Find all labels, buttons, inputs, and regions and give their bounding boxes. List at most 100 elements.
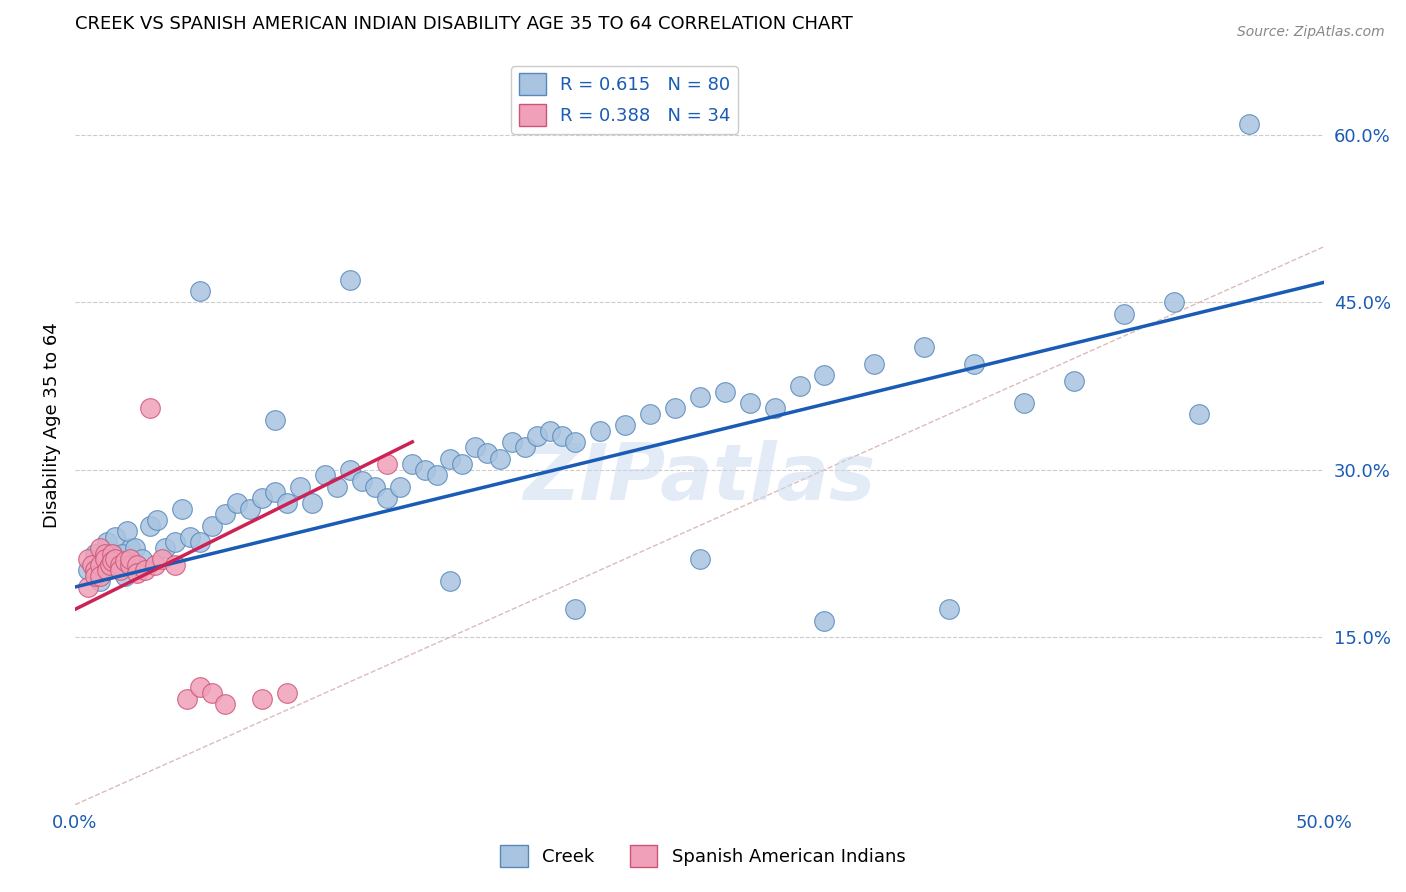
Point [276,496,298,510]
Point [364,479,387,493]
Point [375,457,398,471]
Point [239,502,262,516]
Point [513,441,536,455]
Point [413,463,436,477]
Text: Source: ZipAtlas.com: Source: ZipAtlas.com [1237,25,1385,39]
Point [538,424,561,438]
Point [813,614,835,628]
Point [179,530,201,544]
Point [139,401,162,416]
Point [104,530,127,544]
Point [401,457,423,471]
Point [963,357,986,371]
Point [789,379,811,393]
Point [84,547,107,561]
Point [101,547,124,561]
Point [226,496,249,510]
Point [339,273,361,287]
Point [263,412,285,426]
Point [214,697,236,711]
Point [439,451,461,466]
Point [82,558,104,572]
Point [127,558,149,572]
Point [114,569,136,583]
Point [84,563,107,577]
Point [188,681,211,695]
Point [938,602,960,616]
Point [89,569,111,583]
Point [76,563,98,577]
Point [613,418,636,433]
Point [588,424,610,438]
Point [108,549,131,564]
Point [288,479,311,493]
Point [689,552,711,566]
Point [152,552,174,566]
Point [713,384,735,399]
Point [426,468,449,483]
Point [89,558,111,572]
Text: ZIPatlas: ZIPatlas [523,441,876,516]
Point [118,558,141,572]
Point [477,446,499,460]
Point [638,407,661,421]
Point [118,541,141,555]
Point [96,535,118,549]
Point [146,513,169,527]
Point [96,563,118,577]
Point [188,284,211,298]
Point [664,401,686,416]
Point [188,535,211,549]
Point [214,508,236,522]
Point [76,552,98,566]
Point [252,491,274,505]
Point [127,558,149,572]
Point [134,563,156,577]
Point [94,552,117,566]
Point [163,558,186,572]
Point [127,566,149,580]
Point [201,686,224,700]
Point [117,524,139,539]
Point [689,390,711,404]
Point [101,554,124,568]
Point [464,441,486,455]
Point [89,541,111,555]
Point [89,574,111,589]
Point [326,479,349,493]
Point [94,552,117,566]
Point [1163,295,1185,310]
Point [339,463,361,477]
Point [388,479,411,493]
Point [124,541,146,555]
Point [153,541,176,555]
Point [108,558,131,572]
Point [163,535,186,549]
Point [439,574,461,589]
Point [551,429,574,443]
Point [104,552,127,566]
Point [1188,407,1211,421]
Point [912,340,935,354]
Point [375,491,398,505]
Point [526,429,548,443]
Y-axis label: Disability Age 35 to 64: Disability Age 35 to 64 [44,322,60,528]
Point [139,518,162,533]
Point [1114,307,1136,321]
Point [114,554,136,568]
Point [108,563,131,577]
Point [263,485,285,500]
Text: CREEK VS SPANISH AMERICAN INDIAN DISABILITY AGE 35 TO 64 CORRELATION CHART: CREEK VS SPANISH AMERICAN INDIAN DISABIL… [75,15,853,33]
Point [143,558,166,572]
Point [111,547,134,561]
Point [813,368,835,382]
Point [89,558,111,572]
Point [131,552,153,566]
Point [863,357,886,371]
Point [101,554,124,568]
Point [314,468,336,483]
Point [738,396,761,410]
Legend: Creek, Spanish American Indians: Creek, Spanish American Indians [494,838,912,874]
Point [501,434,523,449]
Point [84,569,107,583]
